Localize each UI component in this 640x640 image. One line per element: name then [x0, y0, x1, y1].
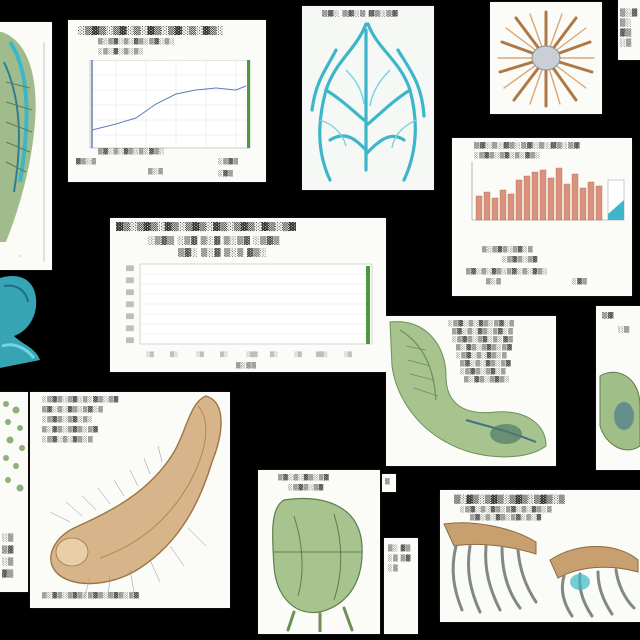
panel-sage-organ: ▒▓░▒░▓▒░▒▓ ░▒▓▒░▒▓ — [258, 470, 380, 634]
svg-text:▒░: ▒░ — [220, 351, 228, 358]
panel-organ-legend: ▒░ ▓▒ ░▒ ▒▓ ░▒ — [384, 538, 418, 634]
svg-text:▒▒: ▒▒ — [126, 277, 134, 284]
svg-text:░▒▒: ░▒▒ — [246, 351, 258, 358]
claw-anatomy-icon — [443, 522, 639, 618]
panel-histogram: ▒▓░▒░▓▒░▒▓░▒░▓▒░▒▓ ░▒▓▒░▒▓░▒░▓▒░ ▒░▒▓▒░▒… — [452, 138, 632, 296]
svg-text:▒▒░: ▒▒░ — [316, 351, 328, 358]
panel-claws: ▒░▓▒░▒▓▒░▒▓▒░▒▓▒░▒ ░▒▓░▒░▓▒░▒▓░▒░▓▒░▒ ▒▓… — [440, 490, 640, 622]
tube-anatomy-icon — [49, 395, 222, 599]
panel-small-mark: ▒ — [382, 474, 396, 492]
svg-text:░▒: ░▒ — [344, 351, 352, 358]
panel-leaf-ear: ░▒▓░▒░▓▒░▒▓░▒ ▒▓░▒░▓▒░▒▓░▒ ░▒▓▒░▒▓░▒░▓▒ … — [386, 316, 556, 466]
panel-sage-anatomy: ◦ — [0, 22, 52, 270]
leaf-ear-icon — [389, 321, 547, 458]
bar-chart-icon: ▒▒▒▒▒▒ ▒▒▒▒▒▒ ▒▒ ░▒ ▒░ ░▒ ▒░ ░▒▒ ▒░ ░▒ ▒▒░ ░▒ — [126, 263, 373, 358]
panel-tan-tube: ░▒▓▒░▒▓░▒░▓▒░▒▓ ▒▓░▒░▓▒░▒▓░▒ ░▒▓▒░▒▓░▒░ … — [30, 392, 230, 608]
svg-text:▒▒: ▒▒ — [126, 265, 134, 272]
panel-green-dots: ░▒ ▒▓ ░▒ ▓▒ — [0, 392, 28, 592]
radial-specimen-icon — [497, 10, 595, 108]
panel-radial-specimen — [490, 2, 602, 114]
leaf-anatomy-icon: ◦ — [0, 32, 45, 262]
svg-text:▒▒: ▒▒ — [126, 325, 134, 332]
svg-text:▒░: ▒░ — [170, 351, 178, 358]
svg-text:▒░: ▒░ — [270, 351, 278, 358]
panel-right-strip: ▒░▓ ▒░ ▓▒ ░▒ — [618, 0, 640, 60]
panel-right-organ: ▒▓ ░▒ — [596, 306, 640, 470]
line-chart-icon — [89, 60, 251, 149]
right-organ-icon — [599, 371, 640, 451]
svg-text:▒▒: ▒▒ — [126, 337, 134, 344]
organ-icon — [271, 497, 363, 632]
histogram-icon — [471, 162, 625, 221]
svg-text:▒▒: ▒▒ — [126, 301, 134, 308]
svg-text:░▒: ░▒ — [146, 351, 154, 358]
svg-text:▒▒: ▒▒ — [126, 289, 134, 296]
svg-text:░▒: ░▒ — [294, 351, 302, 358]
panel-wide-chart: ▓▒░▒▓▒░▓▒░▒▓▒░▓▒░▒▓▒░▓▒░▒▓ ░▒▓▒ ░▒▓ ▒░▓ … — [110, 218, 386, 372]
svg-text:▒▒: ▒▒ — [126, 313, 134, 320]
vein-network-icon — [310, 22, 426, 182]
svg-text:◦: ◦ — [18, 253, 22, 260]
panel-line-chart: ░▒▓▒░▒▓░▒░▓▒░▒▓░▒░▓▒░ ▒░▒▓░▒░▓▒░▒▓░▒░ ░▒… — [68, 20, 266, 182]
panel-vascular: ▒▓░ ▒▓░▒ ▓▒░▒▓ — [302, 6, 434, 190]
teal-form-icon — [0, 276, 40, 368]
cell-cluster-icon — [3, 401, 25, 492]
svg-text:░▒: ░▒ — [196, 351, 204, 358]
